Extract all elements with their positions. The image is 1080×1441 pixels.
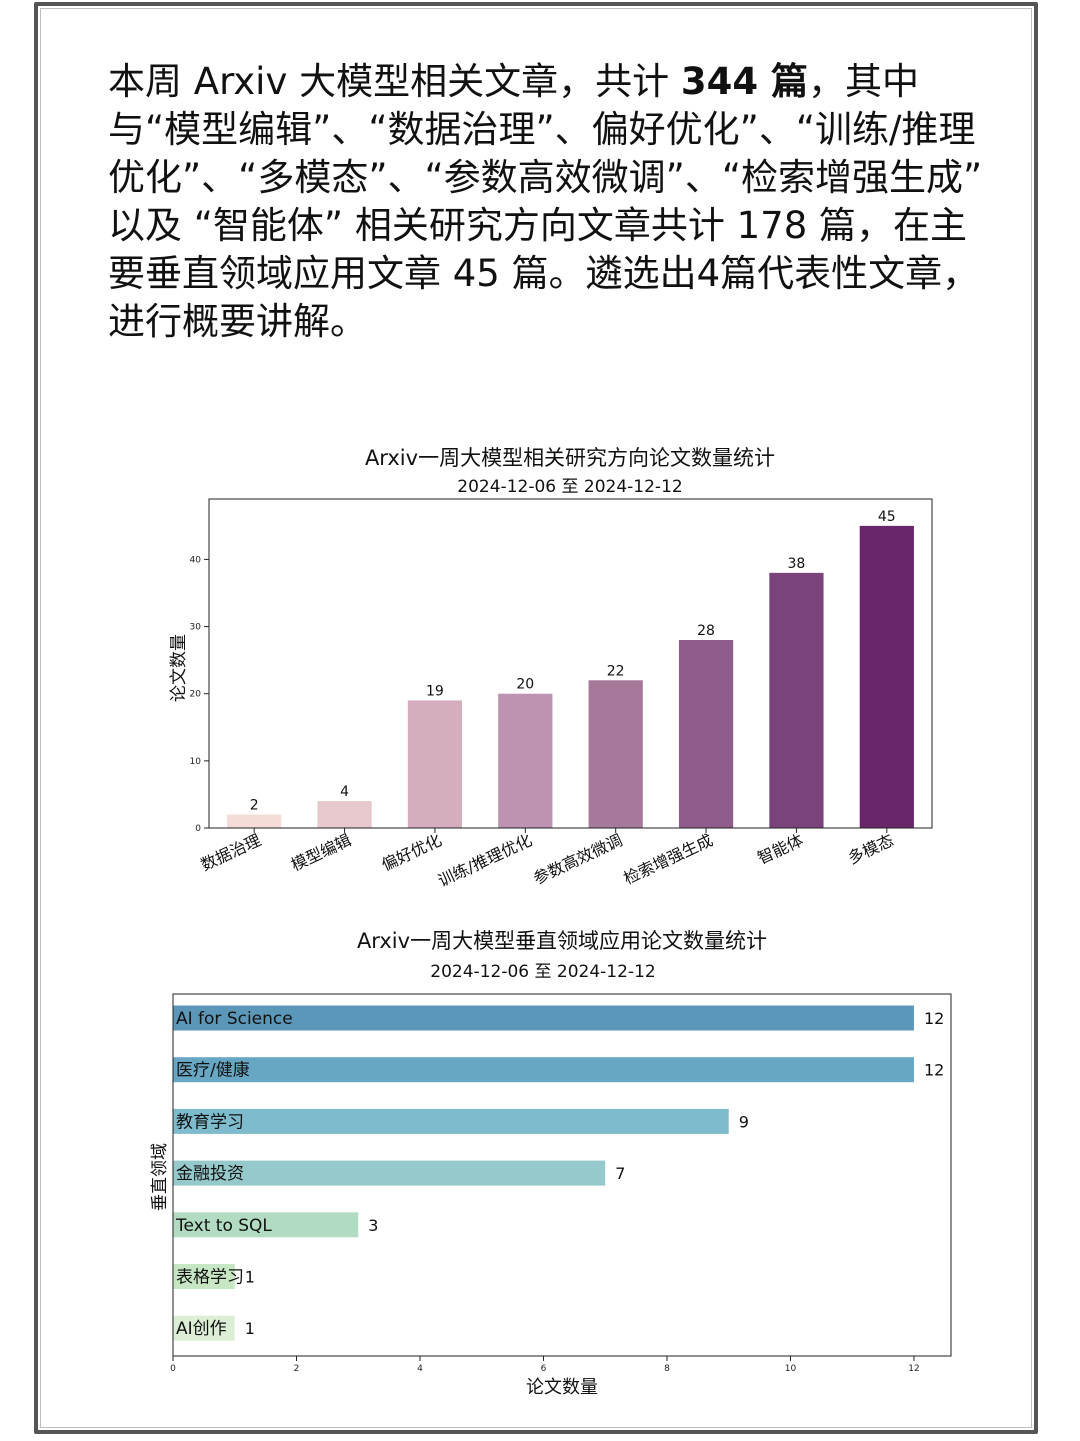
chart1-bar xyxy=(859,525,914,828)
chart1-category-label: 检索增强生成 xyxy=(621,830,716,888)
chart2-xlabel: 论文数量 xyxy=(526,1377,598,1398)
chart1-category-label: 训练/推理优化 xyxy=(435,830,535,890)
vertical-domain-bar-chart: Arxiv一周大模型垂直领域应用论文数量统计 2024-12-06 至 2024… xyxy=(150,929,952,1398)
chart2-title: Arxiv一周大模型垂直领域应用论文数量统计 xyxy=(357,929,767,953)
chart2-value-label: 1 xyxy=(245,1268,255,1287)
chart1-category-label: 多模态 xyxy=(845,830,897,868)
chart1-value-label: 45 xyxy=(878,509,896,525)
chart2-bars xyxy=(173,1005,914,1341)
chart2-xtick-label: 12 xyxy=(908,1364,919,1374)
page-frame xyxy=(34,2,1038,1434)
chart1-bar xyxy=(227,814,282,828)
chart1-category-label: 数据治理 xyxy=(198,830,264,874)
chart2-bar xyxy=(173,1315,235,1341)
chart1-data-labels: 2 4 19 20 22 28 38 45 xyxy=(250,509,896,814)
research-direction-bar-chart: Arxiv一周大模型相关研究方向论文数量统计 2024-12-06 至 2024… xyxy=(169,446,933,890)
chart1-ytick-label: 0 xyxy=(195,824,201,834)
chart1-category-label: 智能体 xyxy=(755,830,807,868)
chart1-ytick-label: 30 xyxy=(190,623,202,633)
chart2-value-label: 12 xyxy=(924,1009,944,1028)
chart1-subtitle: 2024-12-06 至 2024-12-12 xyxy=(457,477,682,497)
chart1-category-label: 参数高效微调 xyxy=(530,830,625,888)
chart1-value-label: 38 xyxy=(788,556,806,572)
chart2-subtitle: 2024-12-06 至 2024-12-12 xyxy=(430,962,655,982)
chart1-ytick-label: 40 xyxy=(190,555,202,565)
chart1-axis-ticks: 0 10 20 30 40 xyxy=(190,555,888,834)
chart1-bar xyxy=(498,693,553,828)
chart2-bar xyxy=(173,1264,235,1289)
chart2-xtick-label: 10 xyxy=(785,1364,797,1374)
chart1-ytick-label: 10 xyxy=(190,757,202,767)
chart2-plot-frame xyxy=(172,993,952,1357)
chart1-value-label: 2 xyxy=(250,798,259,814)
chart1-value-label: 28 xyxy=(697,623,715,639)
intro-text-start: 本周 Arxiv 大模型相关文章，共计 xyxy=(108,60,681,103)
intro-paragraph: 本周 Arxiv 大模型相关文章，共计 344 篇，其中与“模型编辑”、“数据治… xyxy=(108,58,998,346)
chart2-value-label: 3 xyxy=(368,1216,378,1235)
chart1-bar xyxy=(769,572,824,828)
chart2-bar xyxy=(173,1057,914,1083)
chart2-bar xyxy=(173,1212,359,1238)
chart2-bar xyxy=(173,1005,914,1031)
chart2-xtick-label: 8 xyxy=(664,1364,670,1374)
chart2-bar xyxy=(173,1160,606,1186)
chart2-category-label: AI创作 xyxy=(176,1319,227,1339)
chart2-axis-ticks: 0 2 4 6 8 10 12 xyxy=(170,1356,920,1374)
chart1-category-label: 模型编辑 xyxy=(288,830,354,874)
chart2-bar xyxy=(173,1108,729,1134)
chart2-category-label: AI for Science xyxy=(176,1009,293,1029)
intro-text-rest: ，其中与“模型编辑”、“数据治理”、偏好优化”、“训练/推理优化”、“多模态”、… xyxy=(108,60,983,343)
intro-total-count: 344 篇 xyxy=(680,60,809,103)
chart1-plot-frame xyxy=(208,498,933,829)
chart1-bars xyxy=(227,525,914,828)
chart2-value-label: 1 xyxy=(245,1319,255,1338)
chart2-category-label: 金融投资 xyxy=(176,1164,244,1184)
chart1-ytick-label: 20 xyxy=(190,690,202,700)
chart1-bar xyxy=(588,680,643,828)
chart2-xtick-label: 6 xyxy=(541,1364,547,1374)
chart1-category-label: 偏好优化 xyxy=(379,830,445,874)
chart2-value-label: 9 xyxy=(739,1112,749,1131)
chart1-value-label: 19 xyxy=(426,683,444,699)
chart2-ylabel: 垂直领域 xyxy=(150,1143,170,1211)
chart2-data-labels: 12 12 9 7 3 1 1 xyxy=(245,1009,945,1338)
chart2-xtick-label: 4 xyxy=(417,1364,423,1374)
chart1-ylabel: 论文数量 xyxy=(169,634,189,702)
chart2-category-label: 表格学习 xyxy=(176,1268,244,1288)
chart2-category-label: Text to SQL xyxy=(175,1216,272,1236)
page-frame-inner xyxy=(40,8,1032,1428)
chart1-title: Arxiv一周大模型相关研究方向论文数量统计 xyxy=(365,446,775,470)
chart1-value-label: 20 xyxy=(516,677,534,693)
chart2-xtick-label: 0 xyxy=(170,1364,176,1374)
chart2-xtick-label: 2 xyxy=(294,1364,300,1374)
chart2-value-label: 7 xyxy=(615,1164,625,1183)
chart2-value-label: 12 xyxy=(924,1061,944,1080)
chart1-bar xyxy=(678,640,734,828)
chart1-bar xyxy=(317,801,372,828)
chart1-value-label: 22 xyxy=(607,663,625,679)
chart2-category-label: 教育学习 xyxy=(176,1112,244,1132)
chart2-category-label: 医疗/健康 xyxy=(176,1061,250,1081)
chart1-value-label: 4 xyxy=(340,784,349,800)
chart1-bar xyxy=(407,700,463,828)
